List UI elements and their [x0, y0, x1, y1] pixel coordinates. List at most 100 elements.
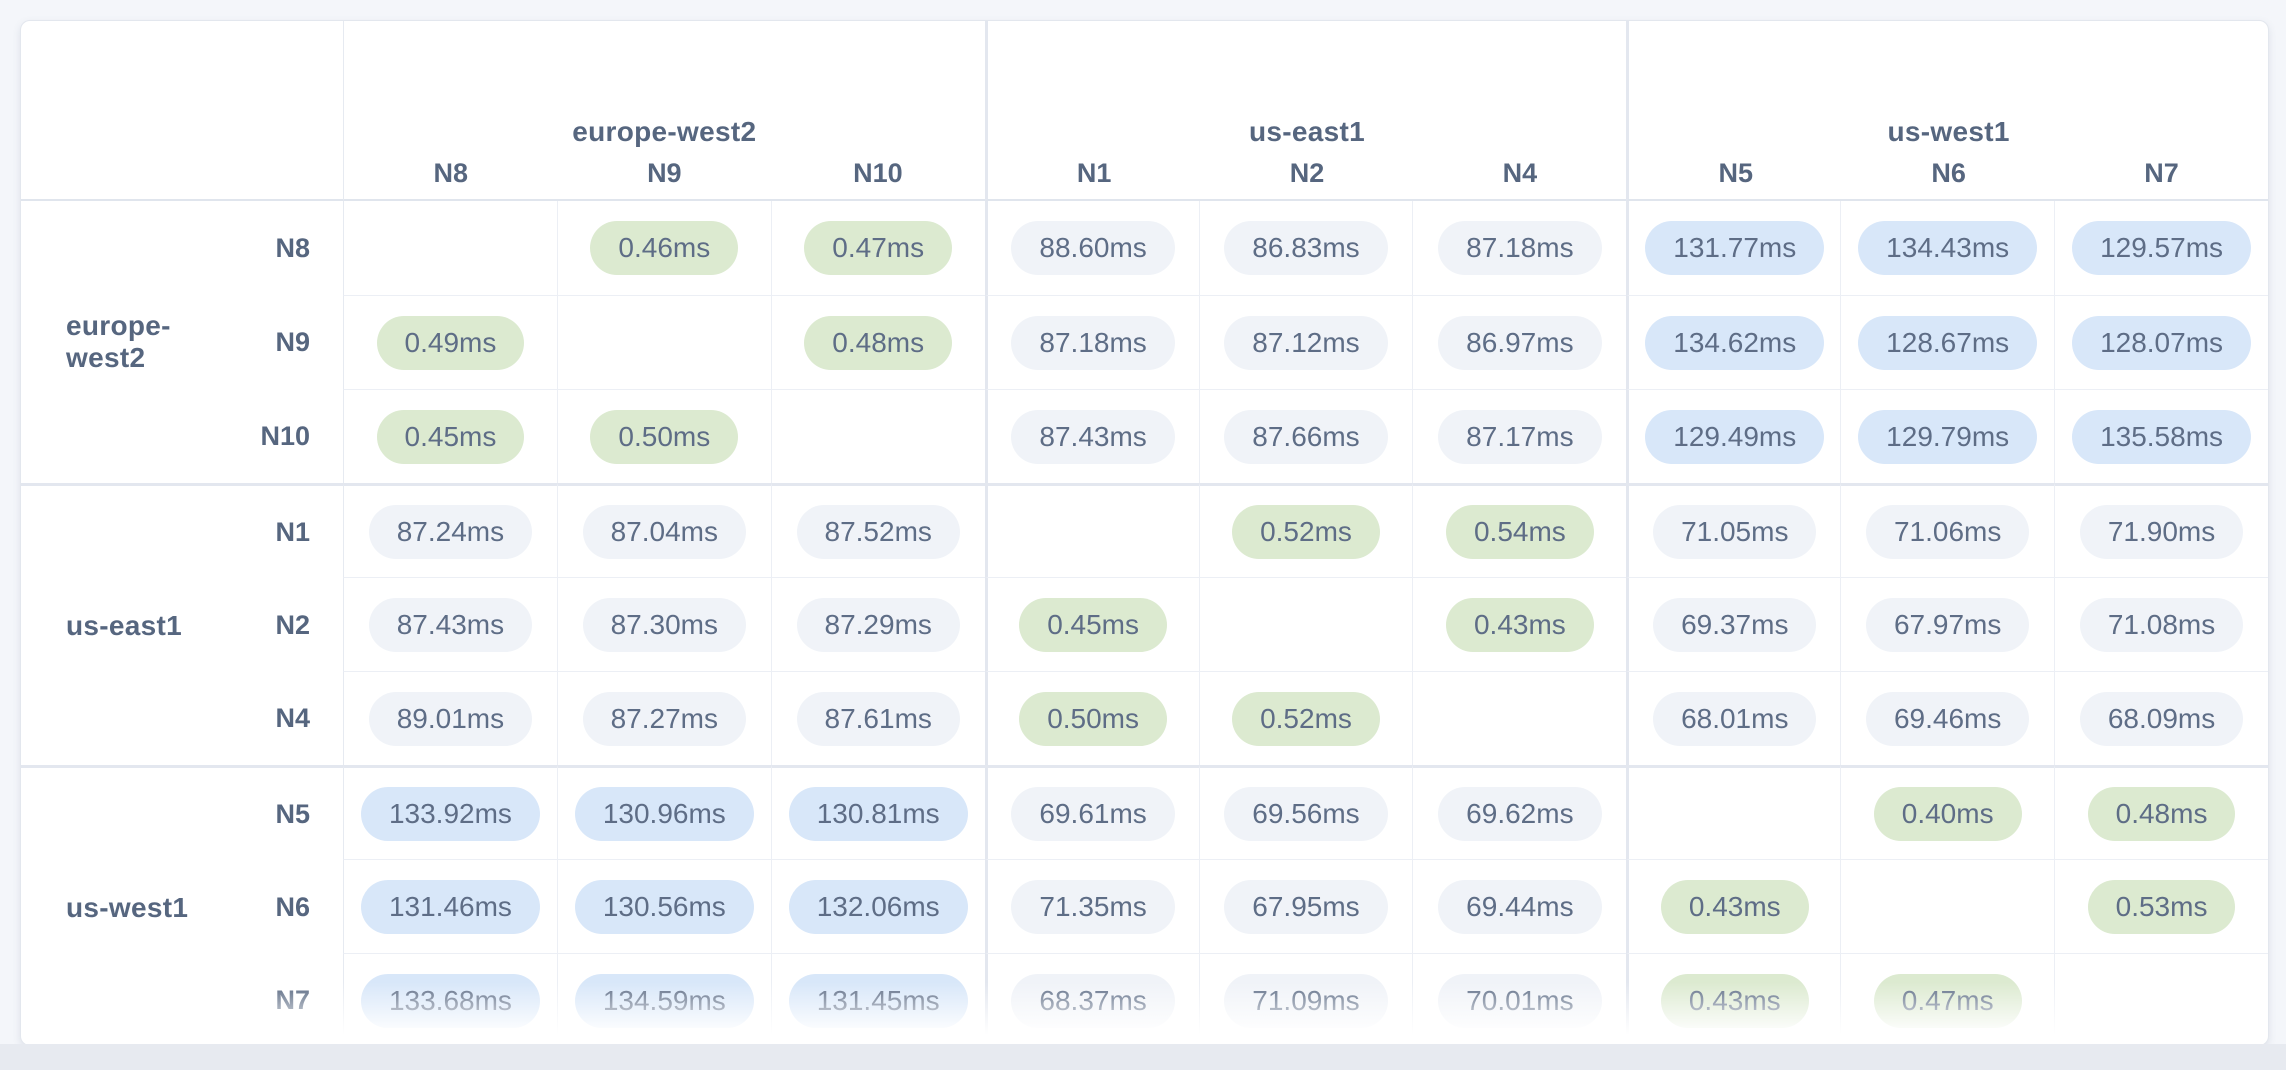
latency-pill[interactable]: 128.67ms	[1858, 315, 2038, 370]
latency-pill[interactable]: 130.56ms	[574, 879, 754, 934]
latency-cell-N2-N10: 87.29ms	[770, 577, 985, 671]
latency-cell-N7-N8: 133.68ms	[343, 953, 557, 1045]
latency-pill[interactable]: 87.43ms	[1011, 409, 1175, 464]
latency-cell-N8-N9: 0.46ms	[556, 201, 771, 295]
latency-pill[interactable]: 89.01ms	[368, 691, 533, 746]
latency-pill[interactable]: 0.43ms	[1660, 879, 1809, 934]
latency-cell-N4-N6: 69.46ms	[1840, 671, 2055, 765]
latency-pill[interactable]: 135.58ms	[2072, 409, 2252, 464]
latency-cell-N2-N9: 87.30ms	[556, 577, 771, 671]
latency-cell-N6-N9: 130.56ms	[556, 859, 771, 953]
latency-cell-N6-N10: 132.06ms	[770, 859, 985, 953]
latency-cell-N9-N7: 128.07ms	[2054, 295, 2268, 389]
latency-pill[interactable]: 69.46ms	[1865, 691, 2030, 746]
latency-cell-N9-N8: 0.49ms	[343, 295, 557, 389]
latency-pill[interactable]: 69.37ms	[1653, 597, 1817, 652]
latency-pill[interactable]: 87.61ms	[796, 691, 960, 746]
latency-pill[interactable]: 71.09ms	[1224, 973, 1388, 1028]
latency-pill[interactable]: 71.90ms	[2079, 504, 2244, 559]
latency-pill[interactable]: 0.46ms	[590, 221, 739, 275]
latency-pill[interactable]: 134.62ms	[1645, 315, 1825, 370]
latency-pill[interactable]: 69.61ms	[1011, 786, 1175, 841]
latency-cell-N5-N2: 69.56ms	[1198, 765, 1413, 859]
latency-pill[interactable]: 67.97ms	[1865, 597, 2030, 652]
latency-pill[interactable]: 69.62ms	[1438, 786, 1602, 841]
latency-pill[interactable]: 87.17ms	[1438, 409, 1602, 464]
latency-pill[interactable]: 87.18ms	[1011, 315, 1175, 370]
latency-pill[interactable]: 0.45ms	[1019, 597, 1168, 652]
latency-pill[interactable]: 0.45ms	[376, 409, 525, 464]
latency-pill[interactable]: 133.92ms	[360, 786, 540, 841]
latency-pill[interactable]: 130.96ms	[574, 786, 754, 841]
latency-cell-N2-N6: 67.97ms	[1840, 577, 2055, 671]
latency-pill[interactable]: 131.45ms	[788, 973, 968, 1028]
latency-pill[interactable]: 128.07ms	[2072, 315, 2252, 370]
latency-pill[interactable]: 0.47ms	[1873, 973, 2022, 1028]
latency-pill[interactable]: 69.56ms	[1224, 786, 1388, 841]
latency-pill[interactable]: 134.59ms	[574, 973, 754, 1028]
latency-pill[interactable]: 0.48ms	[804, 315, 953, 370]
latency-pill[interactable]: 71.35ms	[1011, 879, 1175, 934]
latency-pill[interactable]: 0.43ms	[1445, 597, 1594, 652]
latency-pill[interactable]: 0.47ms	[804, 221, 953, 275]
latency-pill[interactable]: 88.60ms	[1011, 221, 1175, 275]
latency-cell-N7-N2: 71.09ms	[1198, 953, 1413, 1045]
latency-pill[interactable]: 67.95ms	[1224, 879, 1388, 934]
latency-pill[interactable]: 87.30ms	[582, 597, 747, 652]
latency-pill[interactable]: 87.04ms	[582, 504, 747, 559]
latency-pill[interactable]: 0.50ms	[590, 409, 739, 464]
latency-pill[interactable]: 87.27ms	[582, 691, 747, 746]
latency-pill[interactable]: 0.52ms	[1232, 504, 1380, 559]
latency-pill[interactable]: 134.43ms	[1858, 221, 2038, 275]
latency-pill[interactable]: 132.06ms	[788, 879, 968, 934]
latency-pill[interactable]: 133.68ms	[360, 973, 540, 1028]
latency-cell-N10-N2: 87.66ms	[1198, 389, 1413, 483]
latency-pill[interactable]: 87.29ms	[796, 597, 960, 652]
latency-pill[interactable]: 130.81ms	[788, 786, 968, 841]
latency-cell-N10-N1: 87.43ms	[984, 389, 1199, 483]
latency-cell-N4-N10: 87.61ms	[770, 671, 985, 765]
latency-pill[interactable]: 0.50ms	[1019, 691, 1168, 746]
row-node-labels: N1 N2 N4	[193, 486, 343, 765]
latency-pill[interactable]: 0.52ms	[1232, 691, 1380, 746]
latency-pill[interactable]: 87.52ms	[796, 504, 960, 559]
latency-cell-N1-N10: 87.52ms	[770, 483, 985, 577]
latency-cell-self-N7	[2054, 953, 2268, 1045]
latency-pill[interactable]: 129.57ms	[2072, 221, 2252, 275]
latency-pill[interactable]: 87.66ms	[1224, 409, 1388, 464]
column-group-header-us-east1: us-east1 N1 N2 N4	[984, 21, 1627, 201]
latency-cell-N6-N2: 67.95ms	[1198, 859, 1413, 953]
latency-pill[interactable]: 0.49ms	[376, 315, 525, 370]
latency-pill[interactable]: 86.97ms	[1438, 315, 1602, 370]
latency-pill[interactable]: 71.06ms	[1865, 504, 2030, 559]
latency-pill[interactable]: 69.44ms	[1438, 879, 1602, 934]
latency-pill[interactable]: 70.01ms	[1438, 973, 1602, 1028]
column-node-label-N1: N1	[1076, 158, 1112, 188]
column-node-labels: N8 N9 N10	[344, 158, 985, 199]
latency-cell-N5-N10: 130.81ms	[770, 765, 985, 859]
latency-pill[interactable]: 0.54ms	[1445, 504, 1594, 559]
latency-pill[interactable]: 87.12ms	[1224, 315, 1388, 370]
latency-pill[interactable]: 86.83ms	[1224, 221, 1388, 275]
latency-cell-N5-N1: 69.61ms	[984, 765, 1199, 859]
latency-pill[interactable]: 71.08ms	[2079, 597, 2244, 652]
latency-pill[interactable]: 0.48ms	[2087, 786, 2236, 841]
latency-pill[interactable]: 68.37ms	[1011, 973, 1175, 1028]
latency-pill[interactable]: 87.43ms	[368, 597, 533, 652]
latency-pill[interactable]: 0.43ms	[1660, 973, 1809, 1028]
latency-pill[interactable]: 131.77ms	[1645, 221, 1825, 275]
row-node-label-N9: N9	[275, 326, 310, 357]
latency-pill[interactable]: 0.40ms	[1873, 786, 2022, 841]
latency-pill[interactable]: 129.79ms	[1858, 409, 2038, 464]
latency-pill[interactable]: 87.24ms	[368, 504, 533, 559]
latency-pill[interactable]: 131.46ms	[360, 879, 540, 934]
latency-pill[interactable]: 71.05ms	[1653, 504, 1817, 559]
latency-pill[interactable]: 68.09ms	[2079, 691, 2244, 746]
column-node-label-N4: N4	[1502, 158, 1538, 188]
latency-cell-N1-N7: 71.90ms	[2054, 483, 2268, 577]
latency-pill[interactable]: 0.53ms	[2087, 879, 2236, 934]
latency-cell-N6-N1: 71.35ms	[984, 859, 1199, 953]
latency-pill[interactable]: 129.49ms	[1645, 409, 1825, 464]
latency-pill[interactable]: 68.01ms	[1653, 691, 1817, 746]
latency-pill[interactable]: 87.18ms	[1438, 221, 1602, 275]
